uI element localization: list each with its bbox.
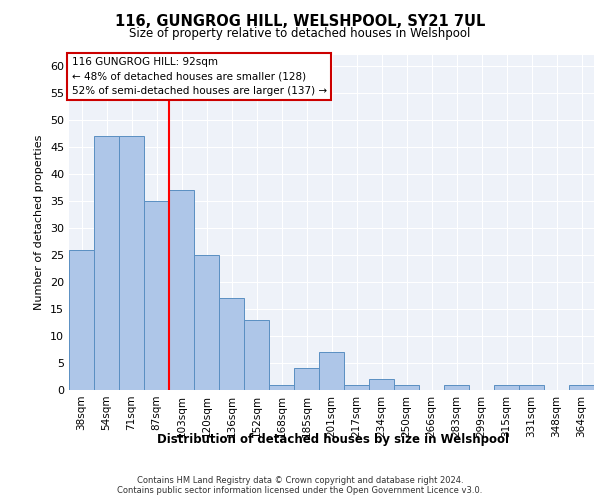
Bar [344,384,369,390]
Bar [369,379,394,390]
Bar [119,136,144,390]
Bar [194,255,219,390]
Bar [319,352,344,390]
Bar [444,384,469,390]
Bar [494,384,519,390]
Bar [69,250,94,390]
Bar [569,384,594,390]
Text: 116 GUNGROG HILL: 92sqm
← 48% of detached houses are smaller (128)
52% of semi-d: 116 GUNGROG HILL: 92sqm ← 48% of detache… [71,56,327,96]
Bar [394,384,419,390]
Text: Distribution of detached houses by size in Welshpool: Distribution of detached houses by size … [157,432,509,446]
Y-axis label: Number of detached properties: Number of detached properties [34,135,44,310]
Text: 116, GUNGROG HILL, WELSHPOOL, SY21 7UL: 116, GUNGROG HILL, WELSHPOOL, SY21 7UL [115,14,485,29]
Bar [219,298,244,390]
Bar [519,384,544,390]
Text: Size of property relative to detached houses in Welshpool: Size of property relative to detached ho… [130,28,470,40]
Bar [269,384,294,390]
Bar [144,201,169,390]
Bar [94,136,119,390]
Bar [169,190,194,390]
Text: Contains HM Land Registry data © Crown copyright and database right 2024.
Contai: Contains HM Land Registry data © Crown c… [118,476,482,495]
Bar [294,368,319,390]
Bar [244,320,269,390]
